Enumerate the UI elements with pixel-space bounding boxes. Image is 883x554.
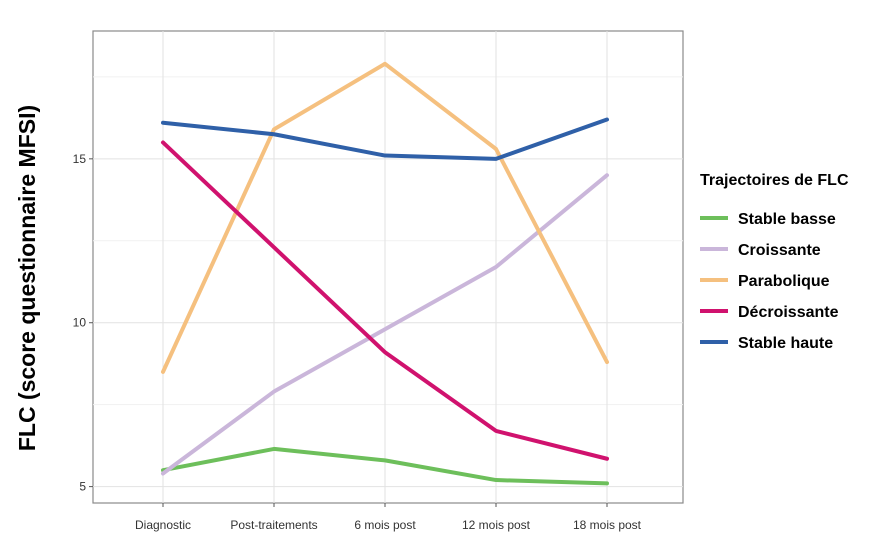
legend-label: Stable haute [738, 335, 833, 352]
y-axis-label: FLC (score questionnaire MFSI) [14, 105, 40, 451]
legend: Trajectoires de FLC Stable basse Croissan… [700, 172, 849, 352]
x-tick-label: 6 mois post [354, 518, 416, 532]
legend-label: Parabolique [738, 273, 830, 290]
series-line [161, 140, 609, 461]
legend-label: Décroissante [738, 304, 839, 321]
x-tick-label: Diagnostic [135, 518, 191, 532]
legend-label: Stable basse [738, 211, 836, 228]
y-tick-label: 5 [79, 480, 86, 494]
series-line [161, 446, 609, 486]
x-axis-ticks: Diagnostic Post-traitements 6 mois post 12 … [135, 503, 642, 532]
plot-panel [92, 30, 684, 504]
grid [93, 31, 683, 503]
series-line [161, 117, 609, 161]
y-tick-label: 10 [73, 316, 87, 330]
series-line [161, 173, 609, 476]
x-tick-label: 12 mois post [462, 518, 531, 532]
series-lines [161, 61, 609, 486]
x-tick-label: 18 mois post [573, 518, 642, 532]
y-axis-ticks: 5 10 15 [73, 152, 93, 494]
x-tick-label: Post-traitements [230, 518, 317, 532]
legend-label: Croissante [738, 242, 821, 259]
legend-title: Trajectoires de FLC [700, 172, 849, 189]
y-tick-label: 15 [73, 152, 87, 166]
